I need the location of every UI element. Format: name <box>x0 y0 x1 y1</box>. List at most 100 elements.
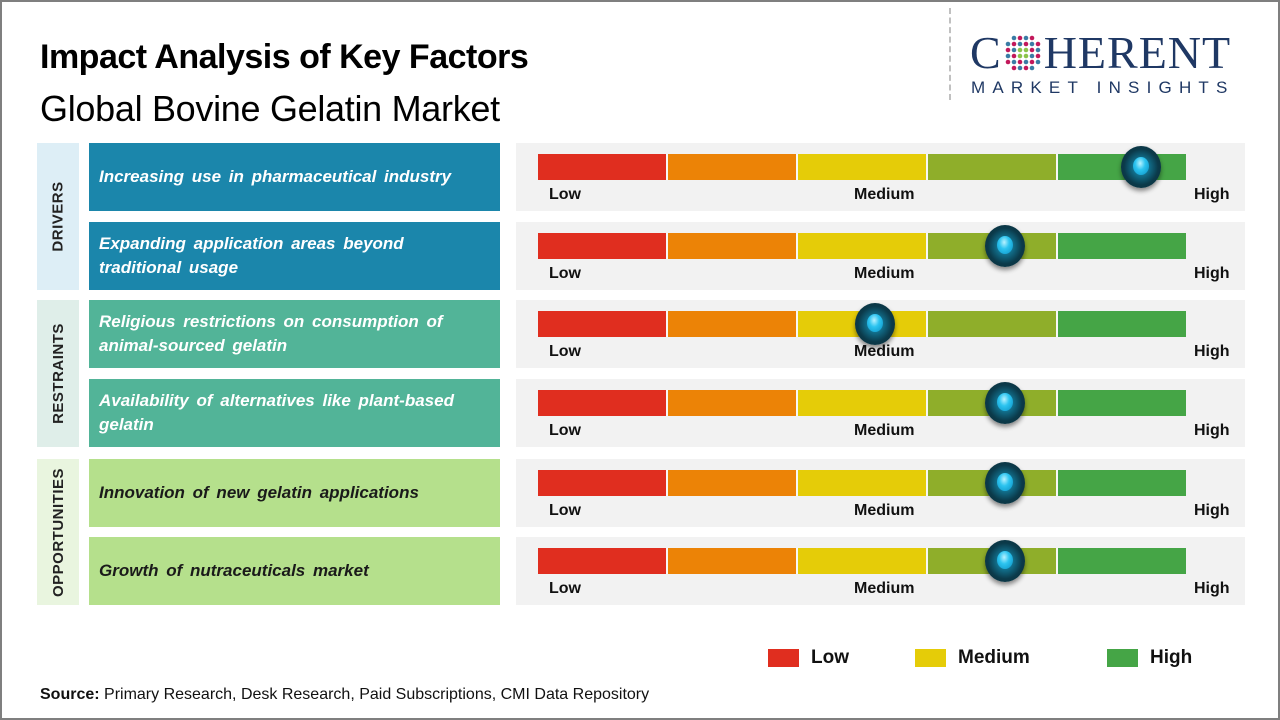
scale-segment <box>928 311 1058 337</box>
factor-box: Increasing use in pharmaceutical industr… <box>89 143 500 211</box>
source-text: Primary Research, Desk Research, Paid Su… <box>99 686 650 703</box>
factor-label: Innovation of new gelatin applications <box>99 483 419 502</box>
legend-item-low: Low <box>768 647 849 669</box>
factor-box: Availability of alternatives like plant-… <box>89 379 500 447</box>
scale-label-medium: Medium <box>854 343 915 360</box>
category-opportunities: OPPORTUNITIES <box>37 459 79 605</box>
category-restraints: RESTRAINTS <box>37 300 79 447</box>
logo-letter-c: C <box>970 27 1002 78</box>
scale-label-medium: Medium <box>854 186 915 203</box>
scale-segment <box>538 233 668 259</box>
logo-letters: HERENT <box>1043 27 1232 78</box>
impact-scale-bar <box>538 233 1186 259</box>
impact-indicator-knob <box>984 540 1025 582</box>
category-label: OPPORTUNITIES <box>49 467 67 597</box>
scale-label-high: High <box>1194 265 1230 282</box>
legend-swatch-medium <box>915 649 946 667</box>
scale-segment <box>928 154 1058 180</box>
impact-meter: Low Medium High <box>516 300 1245 368</box>
impact-meter: Low Medium High <box>516 379 1245 447</box>
scale-segment <box>1058 233 1186 259</box>
scale-segment <box>798 470 928 496</box>
impact-indicator-knob <box>1120 146 1161 188</box>
factor-box: Growth of nutraceuticals market <box>89 537 500 605</box>
scale-segment <box>538 390 668 416</box>
source-note: Source: Primary Research, Desk Research,… <box>40 686 649 704</box>
category-label: RESTRAINTS <box>49 323 67 424</box>
category-label: DRIVERS <box>49 181 67 252</box>
scale-label-medium: Medium <box>854 422 915 439</box>
scale-label-medium: Medium <box>854 265 915 282</box>
scale-segment <box>798 390 928 416</box>
impact-scale-bar <box>538 390 1186 416</box>
scale-label-high: High <box>1194 422 1230 439</box>
impact-scale-bar <box>538 154 1186 180</box>
scale-segment <box>538 311 668 337</box>
legend-label: Medium <box>958 647 1030 668</box>
logo-tagline: MARKET INSIGHTS <box>971 78 1235 97</box>
impact-scale-bar <box>538 548 1186 574</box>
legend-label: Low <box>811 647 849 668</box>
company-logo: C HERENT MARKET INSIGHTS <box>970 28 1260 100</box>
scale-label-high: High <box>1194 186 1230 203</box>
scale-segment <box>1058 470 1186 496</box>
scale-segment <box>668 154 798 180</box>
impact-indicator-knob <box>984 382 1025 424</box>
scale-label-low: Low <box>549 502 581 519</box>
impact-meter: Low Medium High <box>516 222 1245 290</box>
scale-label-low: Low <box>549 422 581 439</box>
logo-divider <box>949 8 951 100</box>
chart-title: Impact Analysis of Key Factors <box>40 38 529 76</box>
legend-swatch-low <box>768 649 799 667</box>
scale-segment <box>1058 390 1186 416</box>
scale-segment <box>538 154 668 180</box>
factor-box: Expanding application areas beyond tradi… <box>89 222 500 290</box>
scale-label-high: High <box>1194 343 1230 360</box>
scale-label-high: High <box>1194 580 1230 597</box>
factor-box: Innovation of new gelatin applications <box>89 459 500 527</box>
scale-label-low: Low <box>549 265 581 282</box>
impact-meter: Low Medium High <box>516 537 1245 605</box>
scale-label-high: High <box>1194 502 1230 519</box>
logo-globe-icon <box>1005 35 1040 71</box>
scale-segment <box>538 548 668 574</box>
factor-label: Increasing use in pharmaceutical industr… <box>99 167 452 186</box>
scale-label-medium: Medium <box>854 502 915 519</box>
scale-segment <box>798 233 928 259</box>
legend-label: High <box>1150 647 1193 668</box>
legend-item-high: High <box>1107 647 1192 669</box>
scale-segment <box>668 548 798 574</box>
scale-segment <box>798 154 928 180</box>
factor-label: Religious restrictions on consumption of… <box>99 312 443 355</box>
scale-segment <box>1058 548 1186 574</box>
impact-indicator-knob <box>984 462 1025 504</box>
scale-label-low: Low <box>549 343 581 360</box>
scale-label-low: Low <box>549 580 581 597</box>
source-label: Source: <box>40 686 100 703</box>
factor-box: Religious restrictions on consumption of… <box>89 300 500 368</box>
impact-scale-bar <box>538 311 1186 337</box>
scale-segment <box>668 390 798 416</box>
impact-indicator-knob <box>984 225 1025 267</box>
scale-segment <box>1058 311 1186 337</box>
impact-meter: Low Medium High <box>516 459 1245 527</box>
logo-wordmark: C HERENT <box>970 28 1231 78</box>
impact-scale-bar <box>538 470 1186 496</box>
impact-indicator-knob <box>854 303 895 345</box>
legend-swatch-high <box>1107 649 1138 667</box>
scale-segment <box>538 470 668 496</box>
chart-subtitle: Global Bovine Gelatin Market <box>40 88 500 129</box>
scale-segment <box>668 233 798 259</box>
legend-item-medium: Medium <box>915 647 1030 669</box>
factor-label: Expanding application areas beyond tradi… <box>99 234 404 277</box>
scale-segment <box>668 311 798 337</box>
scale-label-low: Low <box>549 186 581 203</box>
scale-segment <box>668 470 798 496</box>
impact-meter: Low Medium High <box>516 143 1245 211</box>
category-drivers: DRIVERS <box>37 143 79 290</box>
factor-label: Growth of nutraceuticals market <box>99 561 369 580</box>
factor-label: Availability of alternatives like plant-… <box>99 391 454 434</box>
scale-label-medium: Medium <box>854 580 915 597</box>
scale-segment <box>798 548 928 574</box>
